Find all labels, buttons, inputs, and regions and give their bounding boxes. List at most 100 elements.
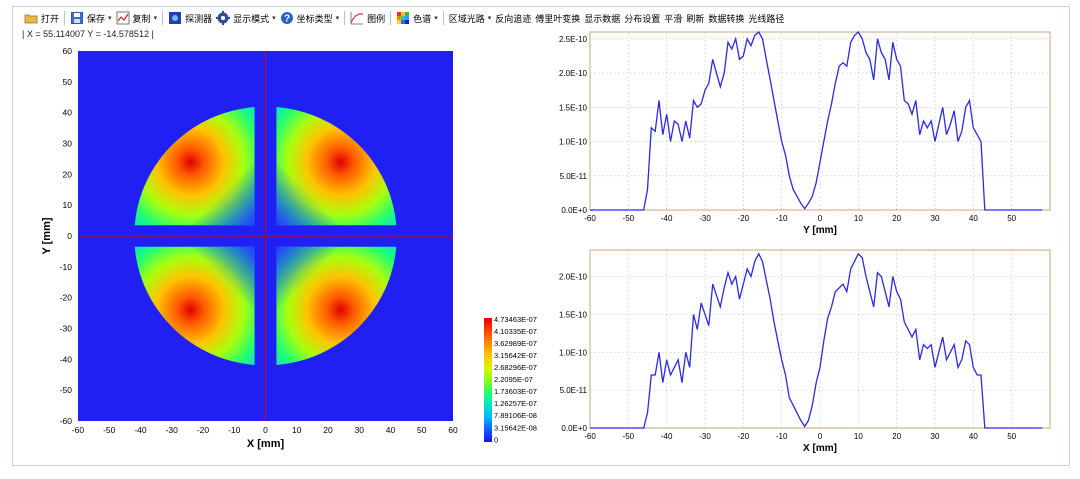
- separator: [442, 11, 444, 25]
- data-convert-button[interactable]: 数据转换: [706, 9, 746, 27]
- x-axis-label: X [mm]: [803, 443, 837, 454]
- x-tick-label: 60: [448, 425, 458, 435]
- open-label: 打开: [41, 13, 60, 24]
- y-tick-label: 50: [63, 77, 73, 87]
- smooth-label: 平滑: [664, 13, 683, 24]
- heatmap-x-ticks: -60 -50 -40 -30 -20 -10 0 10 20 30 40 50 60: [72, 425, 458, 435]
- x-tick-label: 30: [931, 214, 940, 223]
- y-tick-label: 5.0E-11: [560, 172, 588, 181]
- colormap-button[interactable]: 色谱 ▾: [394, 9, 440, 27]
- x-tick-label: 30: [355, 425, 365, 435]
- copy-button[interactable]: 复制 ▾: [114, 9, 160, 27]
- x-tick-label: 50: [1007, 432, 1016, 441]
- detector-button[interactable]: 探测器: [166, 9, 214, 27]
- region-path-button[interactable]: 区域光路 ▾: [447, 9, 494, 27]
- ray-path-button[interactable]: 光线路径: [746, 9, 786, 27]
- legend-button[interactable]: 图例: [348, 9, 387, 27]
- x-tick-label: -50: [623, 214, 635, 223]
- x-tick-label: -30: [699, 214, 711, 223]
- y-tick-label: 2.0E-10: [559, 69, 588, 78]
- colorbar-label: 1.73603E-07: [494, 387, 537, 396]
- x-tick-label: -60: [584, 432, 596, 441]
- reverse-trace-label: 反向追迹: [495, 13, 532, 24]
- svg-text:?: ?: [284, 14, 290, 25]
- x-tick-label: 10: [854, 214, 863, 223]
- colorbar: [484, 318, 492, 442]
- x-tick-label: 0: [263, 425, 268, 435]
- data-convert-label: 数据转换: [708, 13, 745, 24]
- colorbar-label: 2.2095E-07: [494, 375, 533, 384]
- profile-chart-x[interactable]: -60 -50 -40 -30 -20 -10 0 10 20 30 40 50 0.0E+0 5.0E-…: [550, 244, 1065, 462]
- refresh-button[interactable]: 刷新: [684, 9, 706, 27]
- x-tick-label: 40: [386, 425, 396, 435]
- colorbar-label: 7.89106E-08: [494, 411, 537, 420]
- dist-settings-button[interactable]: 分布设置: [622, 9, 662, 27]
- x-tick-label: -50: [623, 432, 635, 441]
- detector-label: 探测器: [185, 13, 213, 24]
- display-mode-button[interactable]: 显示模式 ▾: [214, 9, 278, 27]
- series-line: [590, 30, 1043, 211]
- x-tick-label: 10: [292, 425, 302, 435]
- heatmap-x-label: X [mm]: [247, 438, 285, 450]
- region-path-label: 区域光路: [448, 13, 485, 24]
- y-tick-label: 1.5E-10: [559, 310, 588, 319]
- chevron-down-icon[interactable]: ▾: [108, 15, 112, 22]
- x-tick-label: 40: [969, 214, 978, 223]
- x-tick-label: -30: [166, 425, 179, 435]
- coordinate-readout: | X = 55.114007 Y = -14.578512 |: [22, 29, 154, 39]
- fourier-button[interactable]: 傅里叶变换: [533, 9, 582, 27]
- profile-chart-y[interactable]: -60 -50 -40 -30 -20 -10 0 10 20 30 40 50 0.0E+0 5.0E-…: [550, 28, 1065, 243]
- open-button[interactable]: 打开: [22, 9, 61, 27]
- y-tick-label: 20: [63, 169, 73, 179]
- irradiance-heatmap[interactable]: -60 -50 -40 -30 -20 -10 0 10 20 30 40 50 60 60 50 40 30…: [20, 40, 550, 460]
- y-tick-label: 30: [63, 139, 73, 149]
- show-data-label: 显示数据: [584, 13, 621, 24]
- y-tick-label: 1.0E-10: [559, 138, 588, 147]
- x-tick-label: -60: [584, 214, 596, 223]
- x-tick-label: -10: [776, 214, 788, 223]
- save-label: 保存: [87, 13, 106, 24]
- chevron-down-icon[interactable]: ▾: [487, 15, 492, 22]
- x-tick-label: 0: [818, 214, 823, 223]
- colorbar-label: 1.26257E-07: [494, 399, 537, 408]
- colorbar-label: 4.10335E-07: [494, 327, 537, 336]
- colorbar-label: 3.62989E-07: [494, 339, 537, 348]
- x-tick-label: -10: [228, 425, 241, 435]
- smooth-button[interactable]: 平滑: [662, 9, 684, 27]
- dist-settings-label: 分布设置: [624, 13, 661, 24]
- y-tick-label: 40: [63, 108, 73, 118]
- save-button[interactable]: 保存 ▾: [68, 9, 114, 27]
- chevron-down-icon[interactable]: ▾: [335, 15, 340, 22]
- x-tick-label: 50: [417, 425, 427, 435]
- chevron-down-icon[interactable]: ▾: [272, 15, 276, 22]
- y-tick-label: -10: [60, 262, 73, 272]
- x-tick-label: 20: [892, 432, 901, 441]
- chevron-down-icon[interactable]: ▾: [153, 15, 158, 22]
- folder-icon: [24, 11, 38, 25]
- heatmap-y-ticks: 60 50 40 30 20 10 0 -10 -20 -30 -40 -50 -60: [60, 46, 73, 426]
- x-tick-label: 40: [969, 432, 978, 441]
- x-tick-label: -40: [134, 425, 147, 435]
- x-tick-label: 20: [323, 425, 333, 435]
- show-data-button[interactable]: 显示数据: [582, 9, 622, 27]
- separator: [162, 11, 164, 25]
- x-tick-label: 50: [1007, 214, 1016, 223]
- refresh-label: 刷新: [686, 13, 705, 24]
- y-tick-label: -30: [60, 324, 73, 334]
- reverse-trace-button[interactable]: 反向追迹: [493, 9, 533, 27]
- legend-label: 图例: [367, 13, 386, 24]
- floppy-icon: [70, 11, 84, 25]
- toolbar: 打开 保存 ▾ 复制 ▾ 探测器 显示模式 ▾ ? 坐标类型 ▾: [22, 8, 786, 28]
- x-tick-label: 10: [854, 432, 863, 441]
- x-tick-label: -20: [738, 432, 750, 441]
- colorbar-label: 2.68296E-07: [494, 363, 537, 372]
- fourier-label: 傅里叶变换: [535, 13, 581, 24]
- y-tick-label: 1.5E-10: [559, 103, 588, 112]
- series-line: [590, 252, 1043, 429]
- colorbar-label: 3.15642E-08: [494, 423, 537, 432]
- chevron-down-icon[interactable]: ▾: [434, 15, 438, 22]
- y-tick-label: 2.5E-10: [559, 35, 588, 44]
- colormap-label: 色谱: [413, 13, 432, 24]
- coord-type-button[interactable]: ? 坐标类型 ▾: [278, 9, 342, 27]
- curve-icon: [350, 11, 364, 25]
